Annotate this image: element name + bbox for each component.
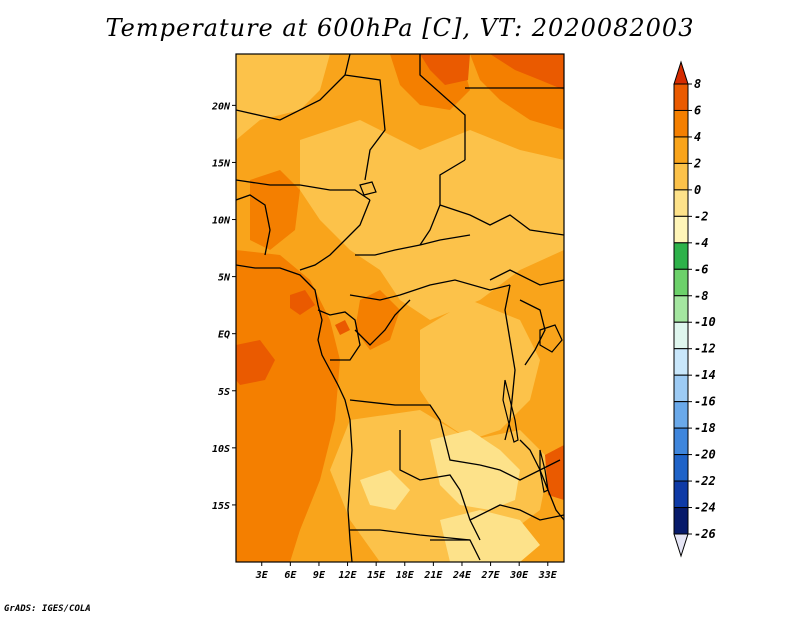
colorbar-swatch <box>673 136 689 164</box>
colorbar-swatch <box>673 189 689 217</box>
x-tick-label: 12E <box>339 570 358 581</box>
colorbar-label: -6 <box>694 262 708 276</box>
lake-victoria <box>539 324 563 353</box>
border-congo-drc <box>354 299 411 346</box>
colorbar-label: -16 <box>694 395 716 409</box>
colorbar-label: 0 <box>694 183 701 197</box>
border-libya-egypt <box>419 54 466 160</box>
lake-malawi <box>539 449 549 493</box>
border-niger-nigeria <box>236 179 371 201</box>
border-gabon <box>317 309 361 361</box>
lake-tanganyika <box>502 379 519 443</box>
east-coast <box>519 439 564 521</box>
colorbar-label: 2 <box>693 156 701 170</box>
y-tick-label: 10S <box>212 444 230 455</box>
colorbar-label: -12 <box>694 342 716 356</box>
x-tick-label: 6E <box>284 570 297 581</box>
x-tick-label: 15E <box>367 570 386 581</box>
grads-credit: GrADS: IGES/COLA <box>4 604 91 614</box>
lakes <box>359 181 563 493</box>
colorbar-label: -20 <box>694 448 716 462</box>
x-tick-label: 33E <box>538 570 558 581</box>
colorbar-label: -22 <box>694 474 716 488</box>
x-axis: 3E 6E 9E 12E 15E 18E 21E 24E 27E 30E 33E <box>255 562 558 581</box>
colorbar-label: -26 <box>694 527 716 541</box>
colorbar-label: 8 <box>694 77 701 91</box>
colorbar: 8 6 4 2 0 -2 -4 -6 -8 -10 -12 -14 -16 -18 -20 -22 -24 -26 <box>673 60 716 558</box>
colorbar-label: -8 <box>694 289 708 303</box>
x-tick-label: 27E <box>481 570 501 581</box>
y-axis: 20N 15N 10N 5N EQ 5S 10S 15S <box>211 101 236 512</box>
y-tick-label: 15N <box>212 158 231 169</box>
border-drc-east <box>504 284 516 441</box>
colorbar-label: -10 <box>694 315 716 329</box>
borders <box>236 54 564 562</box>
border-zim <box>469 504 564 521</box>
colorbar-label: -2 <box>694 209 708 223</box>
border-libya-algeria <box>236 54 351 121</box>
colorbar-swatch <box>673 215 689 244</box>
border-zambia-moz <box>479 459 561 481</box>
x-tick-label: 18E <box>396 570 415 581</box>
colorbar-label: 4 <box>694 130 701 144</box>
temperature-field <box>236 54 564 562</box>
x-tick-label: 30E <box>509 570 529 581</box>
colorbar-swatch <box>673 480 689 509</box>
colorbar-bottom-arrow <box>673 533 689 558</box>
colorbar-top-arrow <box>673 60 689 85</box>
border-ss-east <box>489 269 564 286</box>
border-chad-car <box>355 234 471 256</box>
colorbar-swatch <box>673 162 689 191</box>
border-drc-angola <box>349 399 481 466</box>
border-botswana <box>430 539 481 561</box>
colorbar-label: -14 <box>694 368 716 382</box>
plot-frame <box>235 53 565 563</box>
field-band-neg2to0 <box>360 430 540 562</box>
colorbar-swatch <box>673 374 689 403</box>
colorbar-swatch <box>673 242 689 270</box>
x-tick-label: 24E <box>452 570 472 581</box>
border-sudan-southsudan <box>439 204 564 236</box>
colorbar-label: 6 <box>694 103 701 117</box>
colorbar-swatch <box>673 454 689 482</box>
colorbar-swatch <box>673 401 689 429</box>
y-tick-label: EQ <box>218 330 230 341</box>
border-nigeria-cameroon <box>299 199 371 271</box>
field-band-4to6 <box>236 54 564 562</box>
colorbar-swatch <box>673 109 689 138</box>
lake-chad <box>359 181 377 196</box>
colorbar-label: -18 <box>694 421 716 435</box>
field-band-0to2 <box>236 54 564 562</box>
y-tick-label: 5N <box>218 273 231 284</box>
border-misc-2 <box>519 299 546 366</box>
colorbar-swatch <box>673 348 689 376</box>
y-tick-label: 15S <box>212 501 230 512</box>
y-tick-label: 20N <box>211 101 231 112</box>
coastline <box>236 264 353 562</box>
colorbar-swatch <box>673 507 689 535</box>
x-tick-label: 3E <box>255 570 269 581</box>
y-tick-label: 5S <box>218 387 230 398</box>
colorbar-swatch <box>673 295 689 323</box>
x-tick-label: 21E <box>423 570 443 581</box>
x-tick-label: 9E <box>313 570 326 581</box>
colorbar-swatch <box>673 83 689 111</box>
border-misc-1 <box>236 194 271 256</box>
border-car-south <box>349 279 511 301</box>
y-tick-label: 10N <box>212 216 231 227</box>
border-libya-chad <box>344 74 386 181</box>
colorbar-swatch <box>673 321 689 350</box>
colorbar-label: -24 <box>694 501 716 515</box>
colorbar-swatch <box>673 427 689 456</box>
map-title: Temperature at 600hPa [C], VT: 202008200… <box>105 14 695 42</box>
colorbar-swatch <box>673 268 689 297</box>
colorbar-label: -4 <box>694 236 708 250</box>
border-angola-namibia <box>350 529 471 541</box>
